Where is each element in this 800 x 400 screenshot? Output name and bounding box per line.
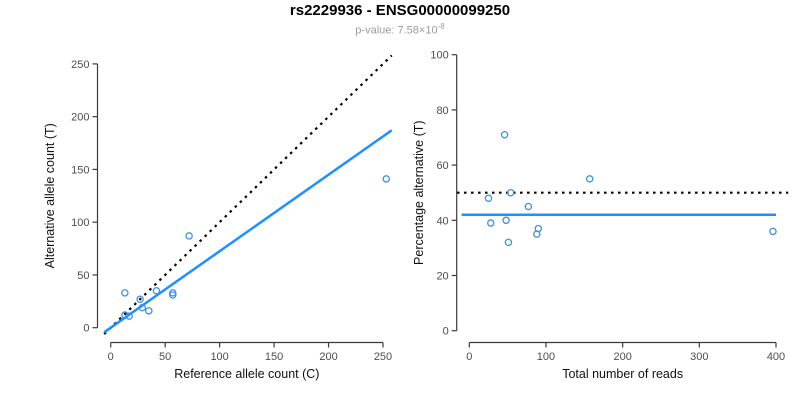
data-point bbox=[500, 130, 509, 139]
y-tick-label: 20 bbox=[436, 271, 448, 283]
data-point bbox=[506, 188, 515, 197]
y-tick-label: 60 bbox=[436, 160, 448, 172]
y-tick-label: 200 bbox=[71, 112, 89, 124]
data-point bbox=[185, 232, 193, 240]
fit-line bbox=[103, 129, 393, 334]
y-tick-label: 50 bbox=[77, 270, 89, 282]
x-tick-label: 50 bbox=[159, 351, 171, 363]
data-point bbox=[121, 289, 129, 297]
x-tick-label: 200 bbox=[319, 351, 337, 363]
identity-50pct-line bbox=[103, 54, 393, 335]
pvalue-text: p-value: 7.58×10 bbox=[355, 24, 438, 37]
x-tick-label: 100 bbox=[537, 351, 555, 363]
data-point bbox=[484, 194, 493, 202]
data-point bbox=[502, 216, 510, 225]
y-tick-label: 250 bbox=[71, 59, 89, 71]
x-tick-label: 0 bbox=[108, 351, 114, 363]
data-point bbox=[169, 289, 177, 297]
x-axis-title: Total number of reads bbox=[562, 367, 683, 381]
data-point bbox=[152, 287, 161, 295]
x-tick-label: 400 bbox=[767, 351, 785, 363]
data-point bbox=[769, 227, 777, 236]
data-point bbox=[169, 291, 177, 299]
data-point bbox=[136, 295, 144, 303]
data-point bbox=[121, 311, 129, 319]
x-tick-label: 300 bbox=[690, 351, 708, 363]
x-axis-title: Reference allele count (C) bbox=[174, 367, 319, 381]
y-axis-title: Alternative allele count (T) bbox=[43, 123, 57, 268]
data-point bbox=[534, 224, 543, 233]
x-tick-label: 200 bbox=[613, 351, 631, 363]
data-point bbox=[145, 307, 153, 315]
pvalue-subtitle: p-value: 7.58×10-8 bbox=[0, 20, 800, 38]
y-tick-label: 100 bbox=[430, 50, 448, 62]
figure-title: rs2229936 - ENSG00000099250 bbox=[289, 2, 511, 19]
x-tick-label: 150 bbox=[265, 351, 283, 363]
x-tick-label: 0 bbox=[466, 351, 472, 363]
data-point bbox=[125, 312, 133, 320]
y-tick-label: 0 bbox=[443, 326, 449, 338]
y-axis-title: Percentage alternative (T) bbox=[412, 120, 426, 265]
figure-header: rs2229936 - ENSG00000099250 p-value: 7.5… bbox=[0, 2, 800, 38]
y-tick-label: 0 bbox=[83, 323, 89, 335]
y-tick-label: 100 bbox=[71, 217, 89, 229]
data-point bbox=[585, 175, 594, 183]
data-point bbox=[138, 303, 147, 312]
data-point bbox=[487, 219, 495, 227]
y-tick-label: 150 bbox=[71, 164, 89, 176]
x-tick-label: 100 bbox=[210, 351, 228, 363]
x-tick-label: 250 bbox=[374, 351, 392, 363]
data-point bbox=[382, 175, 391, 183]
y-tick-label: 80 bbox=[436, 105, 448, 117]
data-point bbox=[524, 202, 533, 211]
pvalue-exponent: -8 bbox=[437, 22, 445, 31]
y-tick-label: 40 bbox=[436, 215, 448, 227]
data-point bbox=[504, 238, 513, 247]
